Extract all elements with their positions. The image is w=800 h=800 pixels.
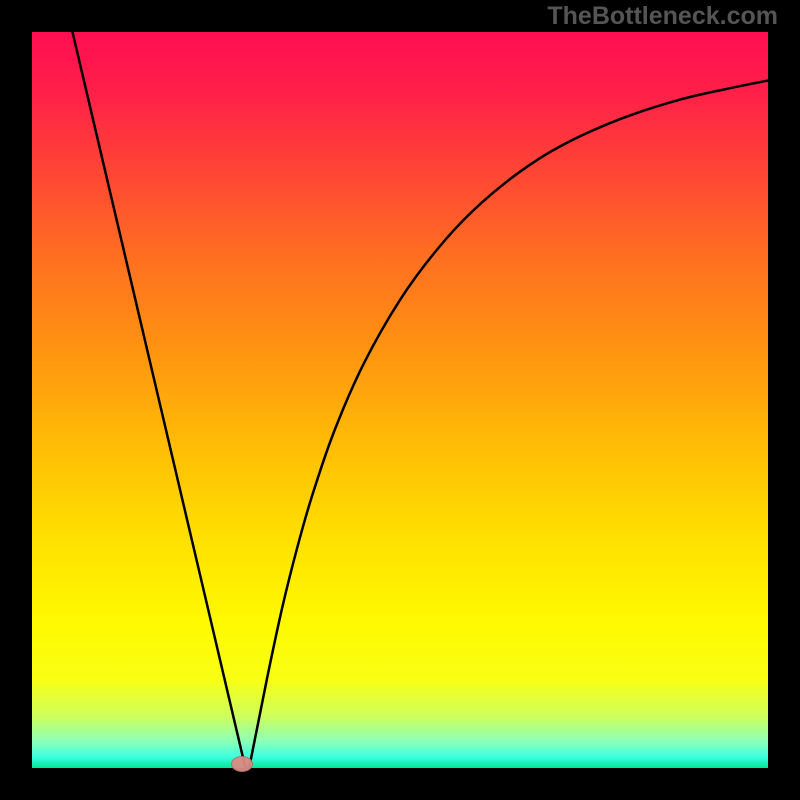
minimum-marker: [231, 756, 253, 772]
curve-layer: [0, 0, 800, 800]
bottleneck-curve: [72, 32, 768, 768]
chart-container: TheBottleneck.com: [0, 0, 800, 800]
watermark-text: TheBottleneck.com: [547, 2, 778, 31]
